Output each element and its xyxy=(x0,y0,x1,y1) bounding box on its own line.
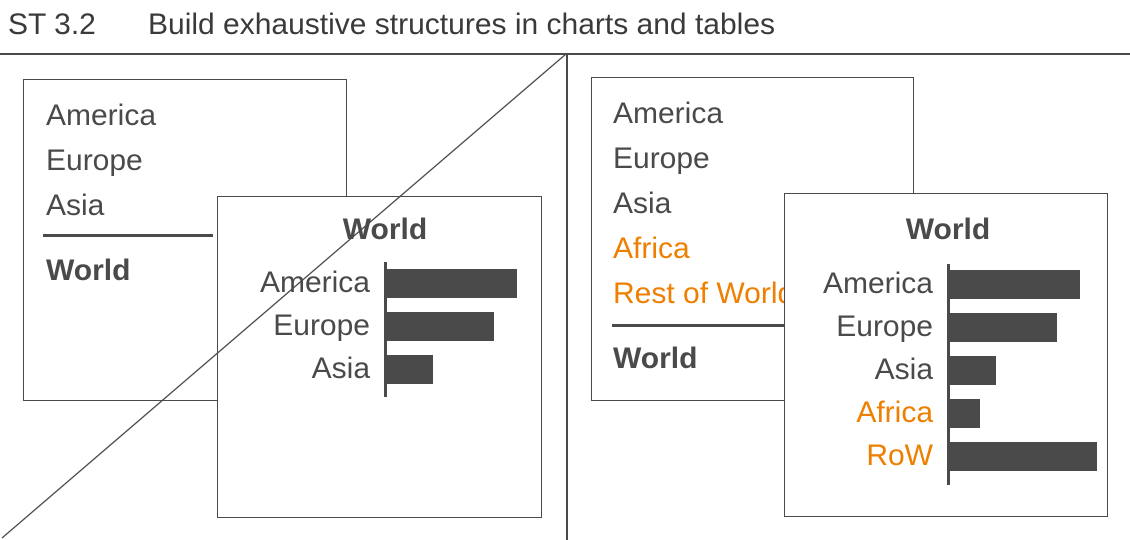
right-table-total: World xyxy=(613,342,698,375)
left-table-row-europe: Europe xyxy=(46,144,143,177)
left-table-row-asia: Asia xyxy=(46,189,105,222)
slide-title: Build exhaustive structures in charts an… xyxy=(148,8,775,41)
header-rule xyxy=(0,53,1130,55)
right-table-row-rest-of-world: Rest of World xyxy=(613,277,795,310)
right-table-row-america: America xyxy=(613,97,724,130)
bar-europe xyxy=(950,313,1057,342)
bar-label-row: RoW xyxy=(866,439,933,472)
bar-label-america: America xyxy=(259,266,370,299)
bar-label-africa: Africa xyxy=(856,396,933,429)
bar-asia xyxy=(950,356,996,385)
bar-europe xyxy=(387,312,494,341)
bar-africa xyxy=(950,399,980,428)
right-table-total-rule xyxy=(612,324,792,327)
bar-label-europe: Europe xyxy=(836,310,933,343)
bar-label-america: America xyxy=(822,267,933,300)
slide-header: ST 3.2 Build exhaustive structures in cha… xyxy=(8,8,775,42)
left-chart-title: World xyxy=(342,213,428,246)
left-table-row-america: America xyxy=(46,99,157,132)
bar-asia xyxy=(387,355,433,384)
bar-america xyxy=(950,270,1080,299)
left-table-total-rule xyxy=(43,234,213,237)
bar-label-asia: Asia xyxy=(874,353,933,386)
chart-axis xyxy=(947,264,950,485)
right-table-row-europe: Europe xyxy=(613,142,710,175)
bar-label-europe: Europe xyxy=(273,309,370,342)
bar-row xyxy=(950,442,1097,471)
right-table-row-asia: Asia xyxy=(613,187,672,220)
right-chart-title: World xyxy=(905,213,991,246)
left-table-total: World xyxy=(46,254,131,287)
bar-america xyxy=(387,269,517,298)
right-table-row-africa: Africa xyxy=(613,232,690,265)
bar-label-asia: Asia xyxy=(311,352,370,385)
slide-code: ST 3.2 xyxy=(8,8,96,41)
panel-divider xyxy=(566,54,568,540)
